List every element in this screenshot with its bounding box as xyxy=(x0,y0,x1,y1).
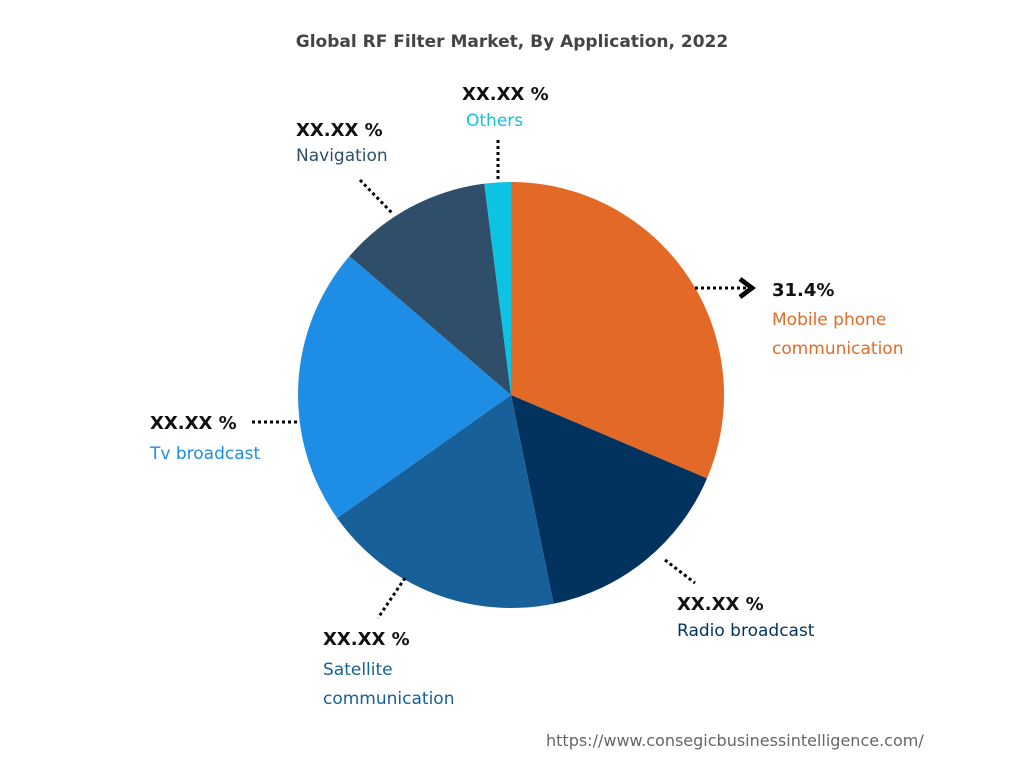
category-label: Satellite communication xyxy=(323,660,455,709)
leader-line xyxy=(664,558,696,585)
category-label: Others xyxy=(466,111,524,131)
pie-slice xyxy=(484,182,511,395)
pie-slice xyxy=(511,395,708,604)
data-label: 31.4% xyxy=(772,280,835,301)
category-label: Navigation xyxy=(296,146,388,166)
data-label: XX.XX % xyxy=(150,413,237,434)
category-label: Radio broadcast xyxy=(677,621,815,641)
data-label: XX.XX % xyxy=(677,594,764,615)
data-label: XX.XX % xyxy=(323,629,410,650)
pie-slice xyxy=(511,182,725,479)
pie-slice xyxy=(298,256,511,519)
data-label: XX.XX % xyxy=(296,120,383,141)
source-url: https://www.consegicbusinessintelligence… xyxy=(546,731,924,750)
category-label: Tv broadcast xyxy=(150,444,261,464)
pie-slice xyxy=(349,183,511,395)
category-label: Mobile phone communication xyxy=(772,310,904,359)
chart-title: Global RF Filter Market, By Application,… xyxy=(295,32,729,52)
leader-line xyxy=(358,178,394,215)
data-label: XX.XX % xyxy=(462,84,549,105)
leader-line xyxy=(376,577,407,619)
pie-slice xyxy=(337,395,554,608)
